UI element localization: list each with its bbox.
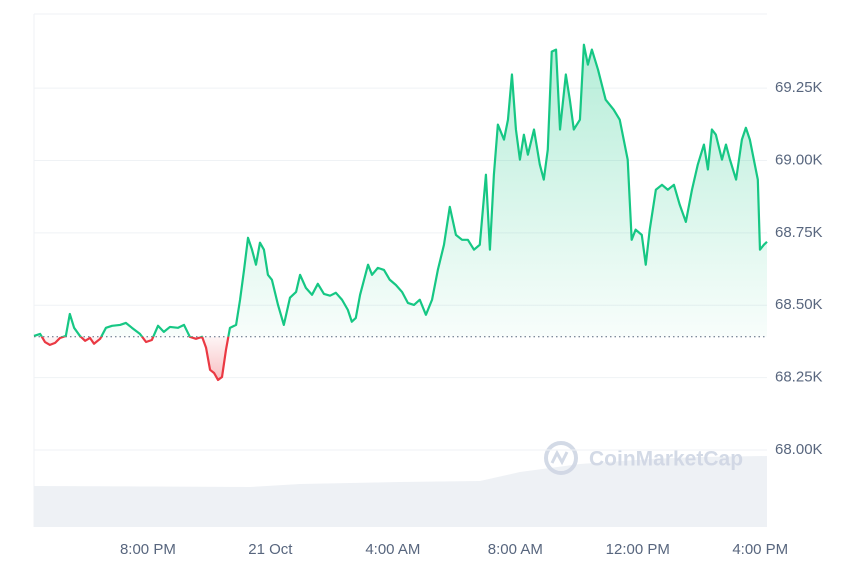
y-tick-label: 68.50K <box>775 296 823 313</box>
price-line <box>33 43 768 337</box>
y-tick-label: 69.00K <box>775 151 823 168</box>
x-tick-label: 12:00 PM <box>606 541 670 558</box>
y-tick-label: 68.25K <box>775 369 823 386</box>
area-above <box>34 44 767 337</box>
y-tick-label: 68.75K <box>775 224 823 241</box>
x-tick-label: 8:00 PM <box>120 541 176 558</box>
area-below <box>41 336 229 380</box>
volume-area <box>34 456 767 527</box>
x-tick-label: 4:00 AM <box>365 541 420 558</box>
y-tick-label: 69.25K <box>775 79 823 96</box>
x-tick-label: 21 Oct <box>248 541 293 558</box>
x-tick-label: 4:00 PM <box>732 541 788 558</box>
x-tick-label: 8:00 AM <box>488 541 543 558</box>
watermark: CoinMarketCap <box>544 441 743 475</box>
y-tick-label: 68.00K <box>775 441 823 458</box>
watermark-text: CoinMarketCap <box>589 448 743 471</box>
